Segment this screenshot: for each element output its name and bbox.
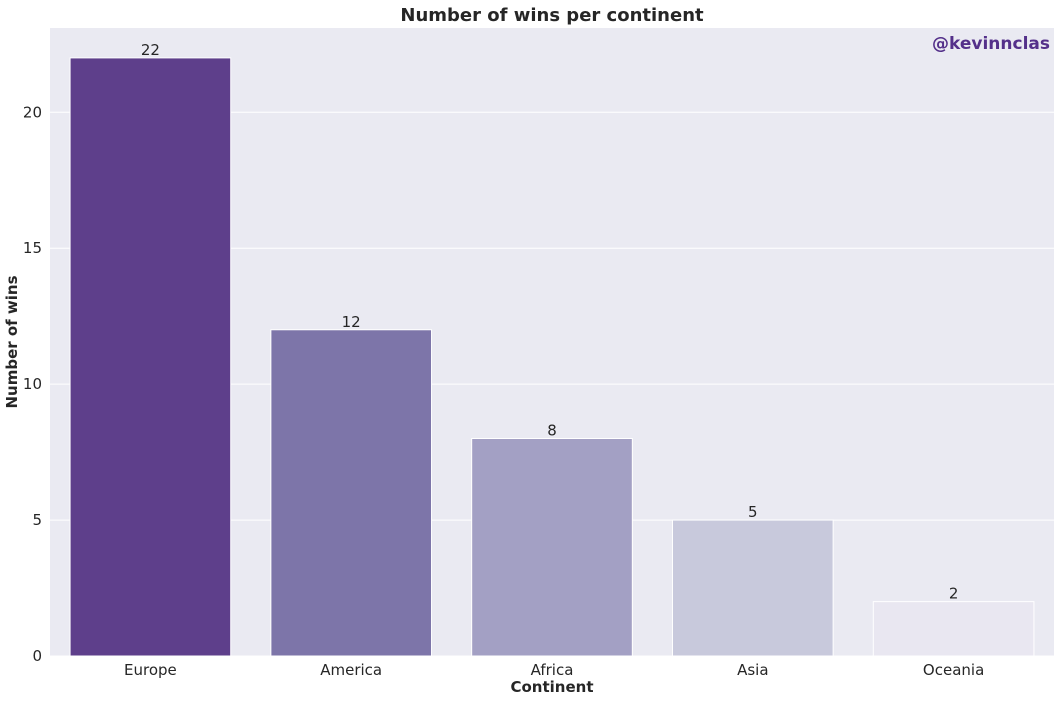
x-tick-label: America — [320, 661, 382, 679]
bars — [69, 57, 1035, 657]
x-tick-label: Europe — [124, 661, 177, 679]
bar-value-label: 22 — [141, 41, 160, 59]
x-axis-ticks: Europe America Africa Asia Oceania — [124, 661, 984, 679]
chart-title: Number of wins per continent — [400, 5, 704, 26]
y-tick-label: 0 — [32, 647, 42, 665]
x-tick-label: Oceania — [923, 661, 984, 679]
watermark-handle: @kevinnclas — [932, 34, 1050, 54]
bar-value-label: 5 — [748, 503, 758, 521]
bar-value-label: 2 — [949, 585, 959, 603]
x-axis-label: Continent — [510, 678, 593, 696]
y-axis-label: Number of wins — [3, 275, 21, 408]
x-tick-label: Africa — [531, 661, 574, 679]
y-tick-label: 15 — [23, 239, 42, 257]
x-tick-label: Asia — [737, 661, 768, 679]
bar-europe — [69, 57, 232, 657]
bar-asia — [671, 519, 834, 657]
bar-africa — [471, 438, 633, 657]
bar-oceania — [872, 601, 1035, 657]
bar-value-label: 8 — [547, 422, 557, 440]
y-tick-label: 20 — [23, 103, 42, 121]
y-tick-label: 5 — [32, 511, 42, 529]
bar-value-labels: 22 12 8 5 2 — [141, 41, 959, 603]
bar-america — [270, 329, 433, 657]
bar-value-label: 12 — [342, 313, 361, 331]
y-axis-ticks: 0 5 10 15 20 — [23, 103, 42, 665]
y-tick-label: 10 — [23, 375, 42, 393]
